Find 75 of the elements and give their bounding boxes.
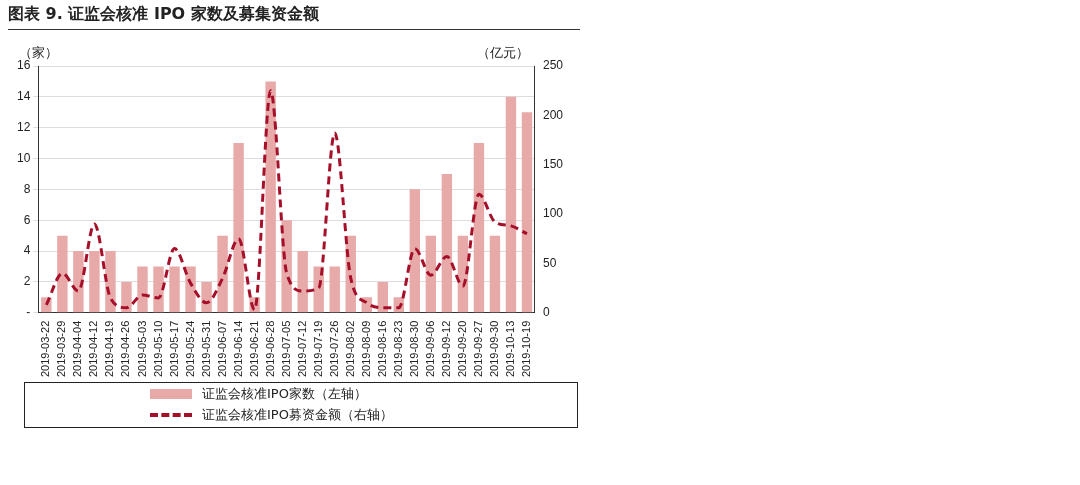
y2-tick-label: 250 xyxy=(542,58,564,73)
x-tick-label: 2019-06-14 xyxy=(231,320,244,378)
x-tick-label: 2019-05-24 xyxy=(183,320,196,378)
bar xyxy=(57,235,68,313)
bar xyxy=(201,281,212,313)
x-tick-label: 2019-05-10 xyxy=(151,320,164,378)
x-tick-label: 2019-08-30 xyxy=(407,320,420,378)
y2-tick-label: 50 xyxy=(542,255,557,270)
x-tick-label: 2019-09-06 xyxy=(423,320,436,378)
y2-tick-label: 0 xyxy=(542,305,550,320)
x-tick-label: 2019-05-31 xyxy=(199,320,212,378)
x-tick-label: 2019-04-19 xyxy=(103,320,116,378)
bar xyxy=(217,235,228,313)
y-tick-label: - xyxy=(26,305,31,320)
bar xyxy=(153,266,164,313)
bar xyxy=(73,251,84,313)
bar xyxy=(137,266,148,313)
x-tick-label: 2019-04-26 xyxy=(119,320,132,378)
x-tick-label: 2019-07-12 xyxy=(295,320,308,378)
bar xyxy=(89,251,100,313)
y-tick-label: 6 xyxy=(23,212,31,227)
x-tick-label: 2019-08-02 xyxy=(343,320,356,378)
x-tick-label: 2019-09-30 xyxy=(487,320,500,378)
bar xyxy=(377,281,388,313)
x-tick-label: 2019-04-12 xyxy=(87,320,100,378)
bar xyxy=(473,143,485,313)
bar xyxy=(505,96,517,313)
x-tick-label: 2019-09-20 xyxy=(455,320,468,378)
bar xyxy=(169,266,180,313)
bar xyxy=(425,235,437,313)
bar xyxy=(521,112,533,313)
y-tick-label: 16 xyxy=(16,58,31,73)
y2-tick-label: 150 xyxy=(542,157,564,172)
bar xyxy=(329,266,340,313)
x-tick-label: 2019-07-19 xyxy=(311,320,324,378)
bar xyxy=(489,235,501,313)
chart-title: 图表 9. 证监会核准 IPO 家数及募集资金额 xyxy=(8,4,580,30)
bar xyxy=(121,281,132,313)
x-tick-label: 2019-09-27 xyxy=(471,320,484,378)
x-tick-label: 2019-03-22 xyxy=(39,320,52,378)
y-tick-label: 10 xyxy=(16,150,31,165)
y2-tick-label: 200 xyxy=(542,107,564,122)
y-tick-label: 14 xyxy=(16,89,31,104)
y-axis-title: （家） xyxy=(19,44,58,60)
x-tick-label: 2019-05-17 xyxy=(167,320,180,378)
x-tick-label: 2019-10-19 xyxy=(520,320,532,378)
legend-label: 证监会核准IPO募资金额（右轴） xyxy=(202,405,393,424)
x-tick-label: 2019-08-23 xyxy=(391,320,404,378)
y-tick-label: 4 xyxy=(23,243,31,258)
x-tick-label: 2019-07-26 xyxy=(327,320,340,378)
x-tick-label: 2019-05-03 xyxy=(135,320,148,378)
x-tick-label: 2019-08-09 xyxy=(359,320,372,378)
bar xyxy=(441,173,453,313)
x-tick-label: 2019-09-12 xyxy=(439,320,452,378)
y-tick-label: 12 xyxy=(16,120,31,134)
x-tick-label: 2019-06-07 xyxy=(215,320,228,378)
y2-tick-label: 100 xyxy=(542,206,564,221)
bar xyxy=(105,251,116,313)
x-tick-label: 2019-10-13 xyxy=(503,320,516,378)
y-tick-label: 2 xyxy=(23,274,31,289)
x-tick-label: 2019-04-04 xyxy=(71,320,84,378)
x-tick-label: 2019-07-05 xyxy=(279,320,292,378)
bar xyxy=(185,266,196,313)
bar xyxy=(265,81,276,313)
line-series xyxy=(44,89,529,312)
x-tick-label: 2019-03-29 xyxy=(55,320,68,378)
legend-label: 证监会核准IPO家数（左轴） xyxy=(202,384,367,403)
y-tick-label: 8 xyxy=(23,181,31,196)
x-tick-label: 2019-06-21 xyxy=(247,320,260,378)
bar xyxy=(409,189,421,313)
y2-axis-title: （亿元） xyxy=(476,44,529,60)
x-tick-label: 2019-06-28 xyxy=(263,320,276,378)
bar xyxy=(297,251,308,313)
bar xyxy=(233,143,244,313)
x-tick-label: 2019-08-16 xyxy=(375,320,388,378)
